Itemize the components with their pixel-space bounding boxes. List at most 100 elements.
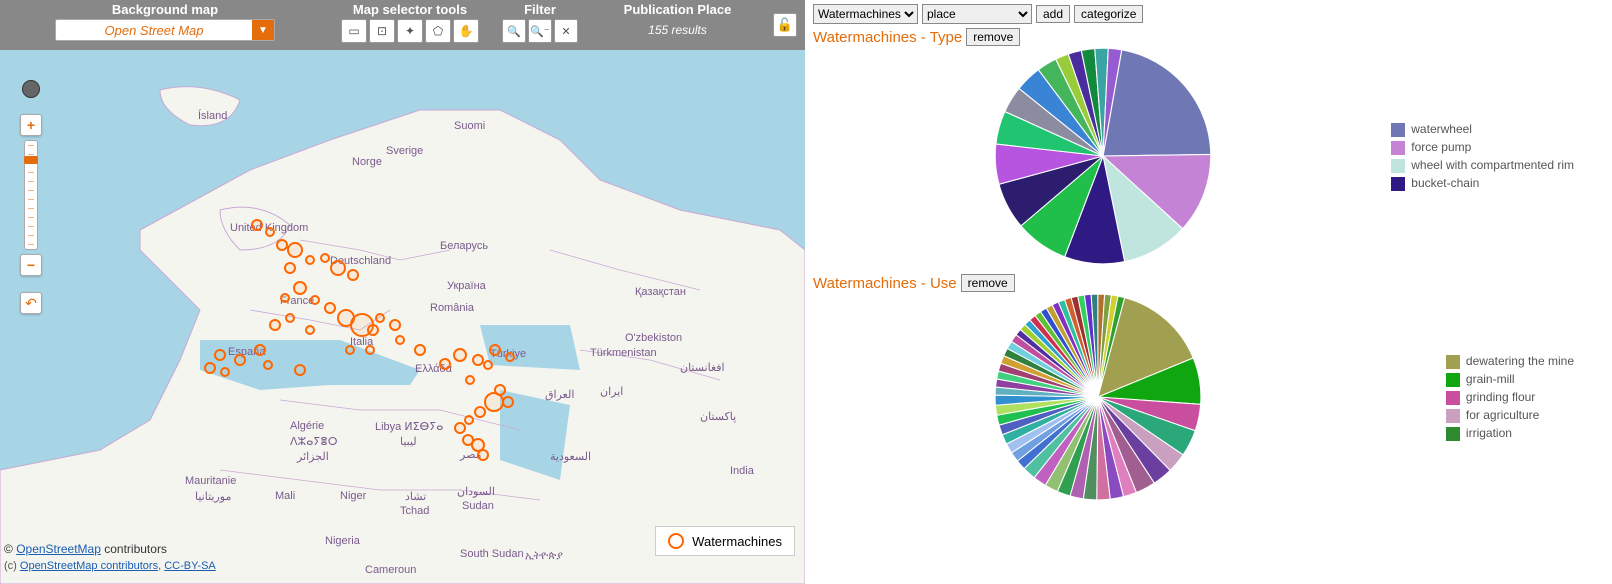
map-label: Suomi bbox=[454, 120, 485, 132]
map-controls: + − ↶ bbox=[20, 80, 42, 314]
bg-map-select[interactable]: Open Street Map ▼ bbox=[55, 19, 275, 41]
map-marker[interactable] bbox=[320, 253, 330, 263]
map-label: South Sudan bbox=[460, 548, 524, 560]
map-marker[interactable] bbox=[324, 302, 336, 314]
map-locate-icon[interactable] bbox=[22, 80, 40, 98]
map-marker[interactable] bbox=[330, 260, 346, 276]
map-marker[interactable] bbox=[220, 367, 230, 377]
select-lasso-icon[interactable]: ⬠ bbox=[425, 19, 451, 43]
legend-row: irrigation bbox=[1446, 426, 1574, 441]
categorize-button[interactable]: categorize bbox=[1074, 5, 1143, 23]
map-marker[interactable] bbox=[345, 345, 355, 355]
map-marker[interactable] bbox=[505, 352, 515, 362]
ccbysa-link[interactable]: CC-BY-SA bbox=[164, 560, 216, 572]
map-marker[interactable] bbox=[465, 375, 475, 385]
selector-tools-label: Map selector tools bbox=[353, 2, 467, 17]
lock-icon[interactable]: 🔓 bbox=[773, 13, 797, 37]
map-marker[interactable] bbox=[310, 295, 320, 305]
chart1-remove-button[interactable]: remove bbox=[966, 28, 1020, 46]
map-marker[interactable] bbox=[254, 344, 266, 356]
map-label: Niger bbox=[340, 490, 366, 502]
map-marker[interactable] bbox=[280, 293, 290, 303]
map-label: افغانستان bbox=[680, 361, 725, 374]
map-marker[interactable] bbox=[375, 313, 385, 323]
chart2-remove-button[interactable]: remove bbox=[961, 274, 1015, 292]
map-marker[interactable] bbox=[204, 362, 216, 374]
right-controls: Watermachines place add categorize bbox=[813, 4, 1604, 24]
legend-row: waterwheel bbox=[1391, 122, 1574, 137]
osm-link[interactable]: OpenStreetMap bbox=[16, 542, 101, 556]
map-marker[interactable] bbox=[234, 354, 246, 366]
legend-label: Watermachines bbox=[692, 534, 782, 549]
chart2-pie bbox=[993, 292, 1203, 502]
map-marker[interactable] bbox=[484, 392, 504, 412]
bg-map-label: Background map bbox=[112, 2, 218, 17]
map-area[interactable]: + − ↶ ÍslandSuomiSverigeNorgeUnited King… bbox=[0, 50, 805, 584]
zoom-out-btn[interactable]: − bbox=[20, 254, 42, 276]
clear-filter-icon[interactable]: ✕ bbox=[554, 19, 578, 43]
zoom-in-btn[interactable]: + bbox=[20, 114, 42, 136]
map-marker[interactable] bbox=[263, 360, 273, 370]
map-marker[interactable] bbox=[269, 319, 281, 331]
chart2-legend: dewatering the minegrain-millgrinding fl… bbox=[1446, 354, 1574, 441]
map-svg bbox=[0, 50, 805, 584]
legend-label: wheel with compartmented rim bbox=[1411, 158, 1574, 172]
map-marker[interactable] bbox=[293, 281, 307, 295]
map-label: Sverige bbox=[386, 145, 423, 157]
map-marker[interactable] bbox=[285, 313, 295, 323]
category-select-2[interactable]: place bbox=[922, 4, 1032, 24]
map-label: Algérie bbox=[290, 420, 324, 432]
map-label: السعودية bbox=[550, 450, 591, 463]
map-marker[interactable] bbox=[477, 449, 489, 461]
legend-swatch bbox=[1446, 373, 1460, 387]
map-marker[interactable] bbox=[265, 227, 275, 237]
zoom-slider[interactable] bbox=[24, 140, 38, 250]
map-marker[interactable] bbox=[483, 360, 493, 370]
map-marker[interactable] bbox=[214, 349, 226, 361]
map-label: Україна bbox=[447, 280, 486, 292]
category-select-1[interactable]: Watermachines bbox=[813, 4, 918, 24]
map-marker[interactable] bbox=[474, 406, 486, 418]
legend-swatch bbox=[1391, 141, 1405, 155]
select-poly-icon[interactable]: ✦ bbox=[397, 19, 423, 43]
select-rect-icon[interactable]: ▭ bbox=[341, 19, 367, 43]
map-label: O'zbekiston bbox=[625, 332, 682, 344]
add-button[interactable]: add bbox=[1036, 5, 1070, 23]
map-label: India bbox=[730, 465, 754, 477]
map-marker[interactable] bbox=[365, 345, 375, 355]
zoom-out-icon[interactable]: 🔍⁻ bbox=[528, 19, 552, 43]
map-label: Қазақстан bbox=[635, 286, 686, 298]
map-marker[interactable] bbox=[464, 415, 474, 425]
map-marker[interactable] bbox=[251, 219, 263, 231]
zoom-in-icon[interactable]: 🔍 bbox=[502, 19, 526, 43]
map-marker[interactable] bbox=[305, 325, 315, 335]
select-point-icon[interactable]: ⊡ bbox=[369, 19, 395, 43]
map-marker[interactable] bbox=[454, 422, 466, 434]
map-marker[interactable] bbox=[502, 396, 514, 408]
map-label: Cameroun bbox=[365, 564, 416, 576]
chart2-title: Watermachines - Use bbox=[813, 275, 957, 292]
map-marker[interactable] bbox=[347, 269, 359, 281]
legend-row: dewatering the mine bbox=[1446, 354, 1574, 369]
map-marker[interactable] bbox=[395, 335, 405, 345]
undo-icon[interactable]: ↶ bbox=[20, 292, 42, 314]
map-toolbar: Background map Open Street Map ▼ Map sel… bbox=[0, 0, 805, 50]
map-marker[interactable] bbox=[367, 324, 379, 336]
select-hand-icon[interactable]: ✋ bbox=[453, 19, 479, 43]
map-marker[interactable] bbox=[439, 358, 451, 370]
map-label: ኢትዮጵያ bbox=[525, 550, 563, 563]
map-marker[interactable] bbox=[287, 242, 303, 258]
map-label: السودان bbox=[457, 485, 495, 498]
map-marker[interactable] bbox=[305, 255, 315, 265]
map-marker[interactable] bbox=[284, 262, 296, 274]
legend-swatch bbox=[1391, 159, 1405, 173]
map-label: پاکستان bbox=[700, 410, 736, 423]
map-marker[interactable] bbox=[453, 348, 467, 362]
map-marker[interactable] bbox=[294, 364, 306, 376]
osm-contrib-link[interactable]: OpenStreetMap contributors bbox=[20, 560, 158, 572]
chart1-legend: waterwheelforce pumpwheel with compartme… bbox=[1391, 122, 1574, 191]
map-marker[interactable] bbox=[389, 319, 401, 331]
publication-place-label: Publication Place bbox=[624, 2, 732, 17]
map-marker[interactable] bbox=[414, 344, 426, 356]
map-marker[interactable] bbox=[489, 344, 501, 356]
